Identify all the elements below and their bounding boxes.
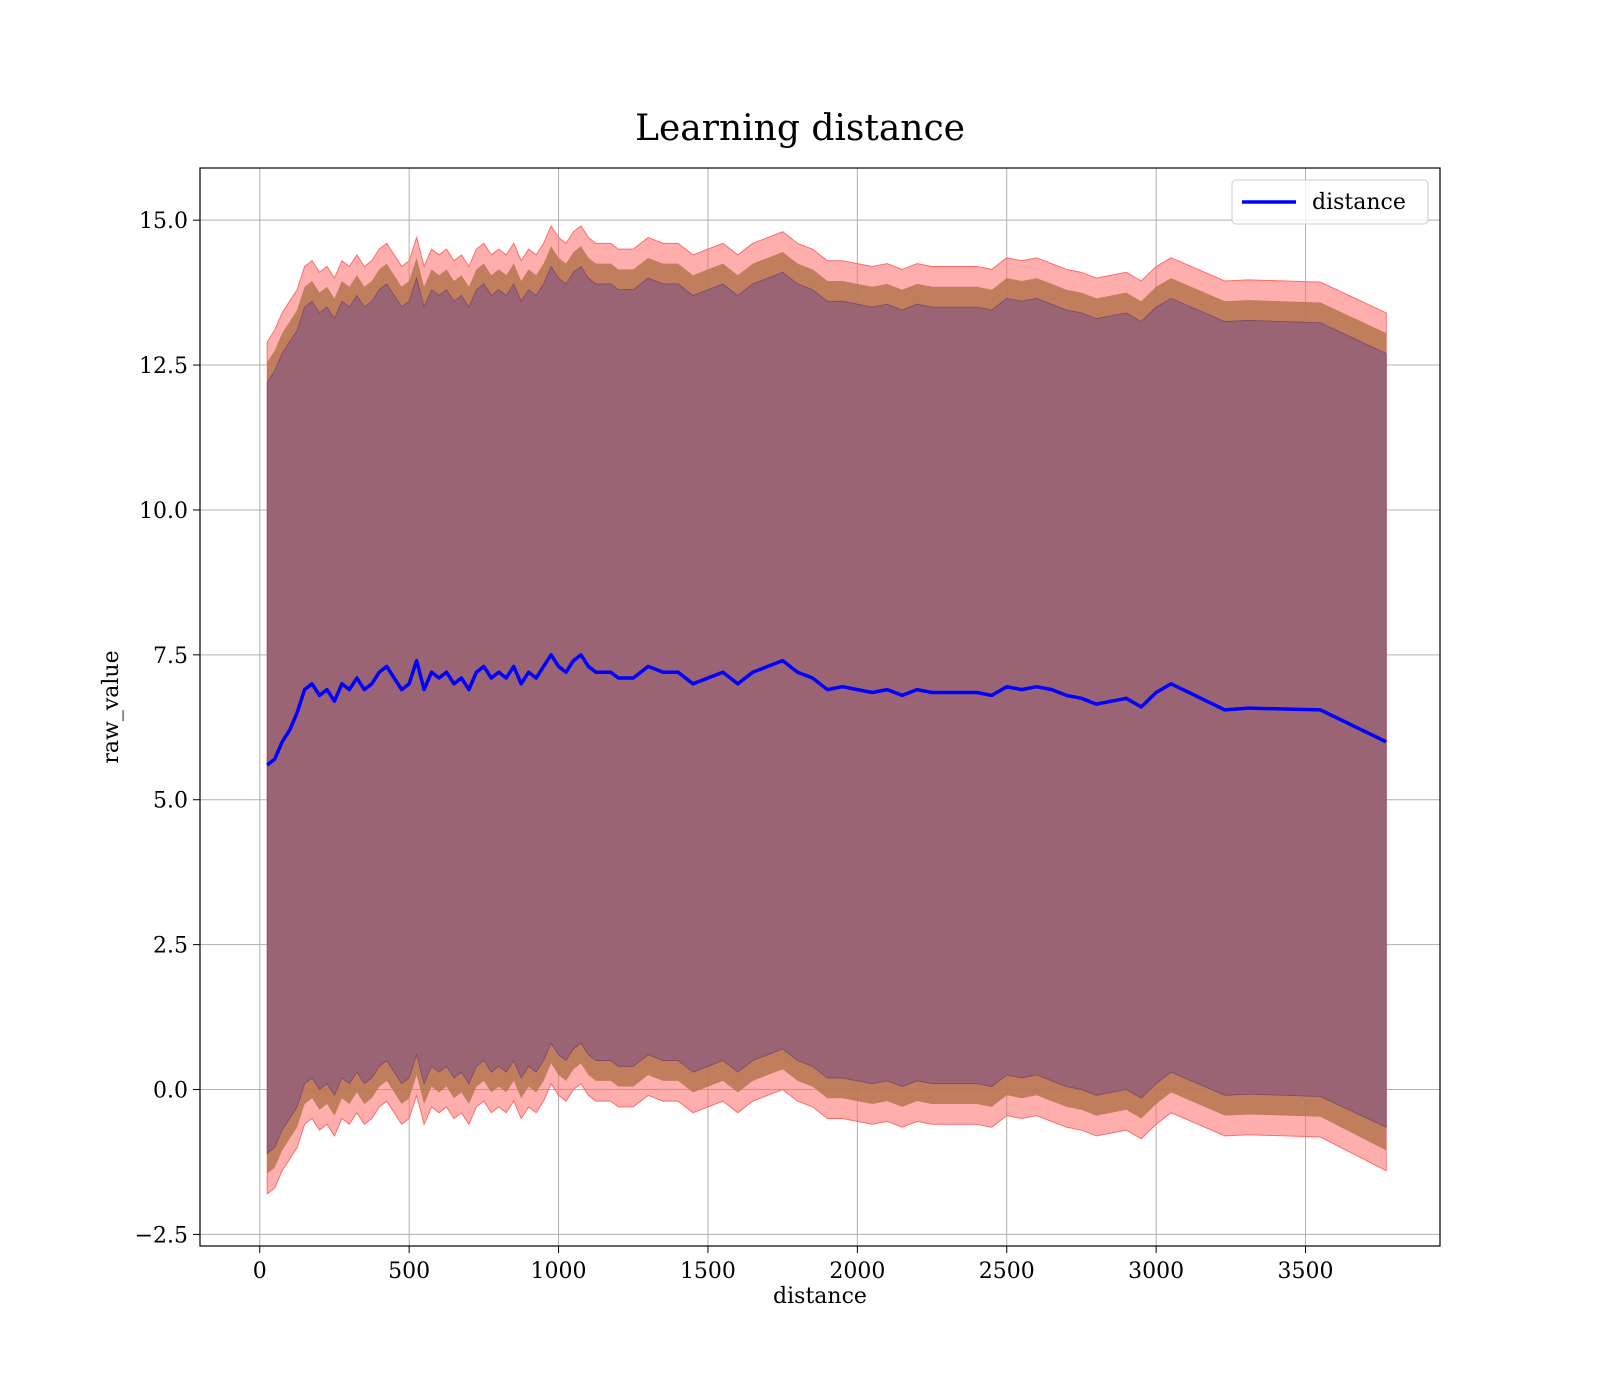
y-tick-label: 2.5 xyxy=(153,934,188,959)
y-tick-label: −2.5 xyxy=(135,1223,188,1248)
x-tick-label: 3000 xyxy=(1128,1259,1184,1284)
chart-title: Learning distance xyxy=(635,108,965,149)
x-tick-label: 1000 xyxy=(531,1259,587,1284)
x-tick-label: 1500 xyxy=(680,1259,736,1284)
y-tick-label: 5.0 xyxy=(153,789,188,814)
bands xyxy=(266,224,1387,1195)
plot-frame xyxy=(199,167,1441,1247)
ticks: 0 500 1000 1500 2000 2500 3000 3500 −2.5 0.0 2.5 5.… xyxy=(135,209,1334,1284)
x-tick-label: 2500 xyxy=(979,1259,1035,1284)
x-tick-label: 0 xyxy=(253,1259,267,1284)
legend-label: distance xyxy=(1312,190,1406,215)
y-tick-label: 15.0 xyxy=(139,209,188,234)
legend: distance xyxy=(1231,179,1429,225)
y-tick-label: 0.0 xyxy=(153,1079,188,1104)
y-tick-label: 12.5 xyxy=(139,354,188,379)
y-axis-label: raw_value xyxy=(99,650,124,763)
series-lines xyxy=(266,653,1387,767)
x-tick-label: 500 xyxy=(388,1259,430,1284)
y-tick-label: 10.0 xyxy=(139,499,188,524)
x-tick-label: 2000 xyxy=(829,1259,885,1284)
x-tick-label: 3500 xyxy=(1278,1259,1334,1284)
y-tick-label: 7.5 xyxy=(153,644,188,669)
legend-box xyxy=(1231,179,1429,225)
series-line-distance xyxy=(266,653,1387,767)
x-axis-label: distance xyxy=(773,1284,867,1309)
inner-band xyxy=(266,265,1387,1155)
